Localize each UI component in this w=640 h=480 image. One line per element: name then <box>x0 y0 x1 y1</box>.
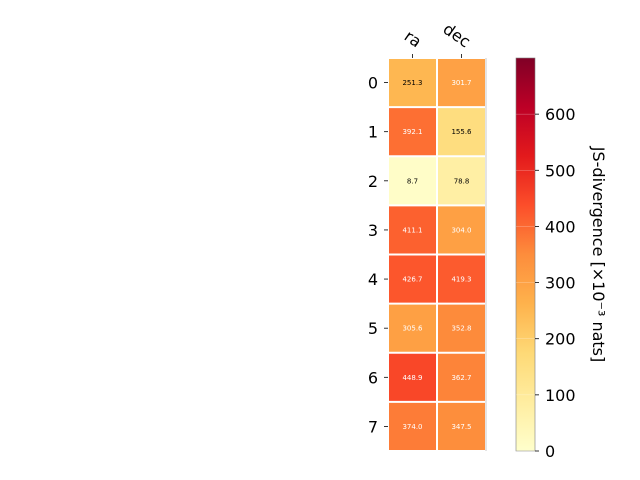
row-label-6: 6 <box>368 368 378 387</box>
row-label-7: 7 <box>368 417 378 436</box>
cell-value-label-0-1: 301.7 <box>451 79 471 87</box>
cell-value-label-2-0: 8.7 <box>407 177 418 185</box>
column-label-ra: ra <box>401 26 425 51</box>
colorbar-tick-label-600: 600 <box>545 105 576 124</box>
heatmap-cell-4-0 <box>389 255 436 303</box>
colorbar-tick-label-400: 400 <box>545 217 576 236</box>
heatmap-cell-6-0 <box>389 353 436 401</box>
colorbar-tick-label-0: 0 <box>545 442 555 461</box>
heatmap-grid: 251.3 301.7 392.1 155.6 8.7 78.8 411.1 304.0 426… <box>389 58 487 451</box>
heatmap-cell-2-0 <box>389 157 436 205</box>
heatmap-cell-7-0 <box>389 402 436 450</box>
cell-value-label-5-1: 352.8 <box>451 325 471 333</box>
cell-value-label-3-0: 411.1 <box>402 226 422 234</box>
cell-value-label-4-1: 419.3 <box>451 276 471 284</box>
colorbar-label: JS-divergence [×10⁻³ nats] <box>589 146 608 362</box>
cell-value-label-3-1: 304.0 <box>451 226 471 234</box>
heatmap-cell-3-1 <box>438 206 485 254</box>
cell-value-label-4-0: 426.7 <box>402 276 422 284</box>
row-tick-labels: 0 1 2 3 4 5 6 7 <box>368 74 388 436</box>
row-label-2: 2 <box>368 172 378 191</box>
heatmap-cell-1-1 <box>438 108 485 156</box>
cell-value-label-2-1: 78.8 <box>454 177 470 185</box>
cell-value-label-7-1: 347.5 <box>451 423 471 431</box>
heatmap-cell-5-0 <box>389 304 436 352</box>
row-label-3: 3 <box>368 221 378 240</box>
colorbar-tick-label-200: 200 <box>545 330 576 349</box>
row-label-4: 4 <box>368 270 378 289</box>
heatmap-cell-6-1 <box>438 353 485 401</box>
cell-value-label-7-0: 374.0 <box>402 423 422 431</box>
colorbar-gradient <box>515 57 536 452</box>
heatmap-cell-0-1 <box>438 59 485 107</box>
cell-value-label-1-0: 392.1 <box>402 128 422 136</box>
colorbar: 0 100 200 300 400 500 600 JS-divergence [×10⁻³ … <box>515 57 608 461</box>
heatmap-cell-7-1 <box>438 402 485 450</box>
cell-value-label-6-0: 448.9 <box>402 374 422 382</box>
cell-value-label-0-0: 251.3 <box>402 79 422 87</box>
colorbar-tick-label-500: 500 <box>545 161 576 180</box>
heatmap-cell-5-1 <box>438 304 485 352</box>
heatmap-cell-0-0 <box>389 59 436 107</box>
colorbar-tick-label-100: 100 <box>545 386 576 405</box>
cell-value-label-6-1: 362.7 <box>451 374 471 382</box>
cell-value-label-1-1: 155.6 <box>451 128 472 136</box>
colorbar-tick-label-300: 300 <box>545 274 576 293</box>
heatmap-cell-3-0 <box>389 206 436 254</box>
row-label-0: 0 <box>368 74 378 93</box>
heatmap-cell-1-0 <box>389 108 436 156</box>
row-label-1: 1 <box>368 123 378 142</box>
heatmap-cell-2-1 <box>438 157 485 205</box>
column-tick-labels: ra dec <box>401 19 474 58</box>
column-label-dec: dec <box>440 19 474 51</box>
cell-value-label-5-0: 305.6 <box>402 325 423 333</box>
heatmap-cell-4-1 <box>438 255 485 303</box>
row-label-5: 5 <box>368 319 378 338</box>
